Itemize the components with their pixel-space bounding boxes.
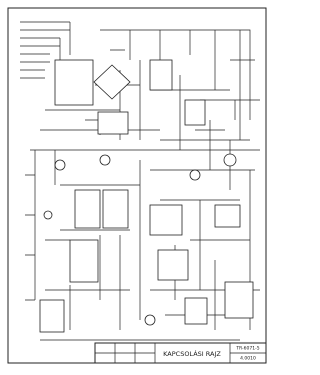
component <box>157 249 189 281</box>
component <box>43 210 53 220</box>
component <box>93 64 131 100</box>
component <box>184 297 208 325</box>
component <box>189 169 201 181</box>
component <box>224 281 254 319</box>
component <box>144 314 156 326</box>
sheet-number: 4.0010 <box>240 356 256 362</box>
component <box>214 204 241 228</box>
drawing-title: KAPCSOLÁSI RAJZ <box>163 349 221 358</box>
title-block: KAPCSOLÁSI RAJZ TR-6071-5 4.0010 <box>94 342 267 364</box>
component <box>149 204 183 236</box>
component <box>102 189 129 229</box>
component <box>184 99 206 126</box>
component <box>54 59 94 106</box>
component <box>74 189 101 229</box>
title-block-lines <box>95 343 266 363</box>
drawing-number: TR-6071-5 <box>235 346 259 352</box>
component <box>69 239 99 283</box>
component <box>54 159 66 171</box>
component <box>97 111 129 135</box>
component <box>149 59 173 91</box>
component <box>39 299 65 333</box>
component <box>223 153 237 167</box>
components <box>39 59 254 333</box>
component <box>99 154 111 166</box>
page: KAPCSOLÁSI RAJZ TR-6071-5 4.0010 (() => … <box>7 7 267 364</box>
schematic: KAPCSOLÁSI RAJZ TR-6071-5 4.0010 <box>7 7 267 364</box>
